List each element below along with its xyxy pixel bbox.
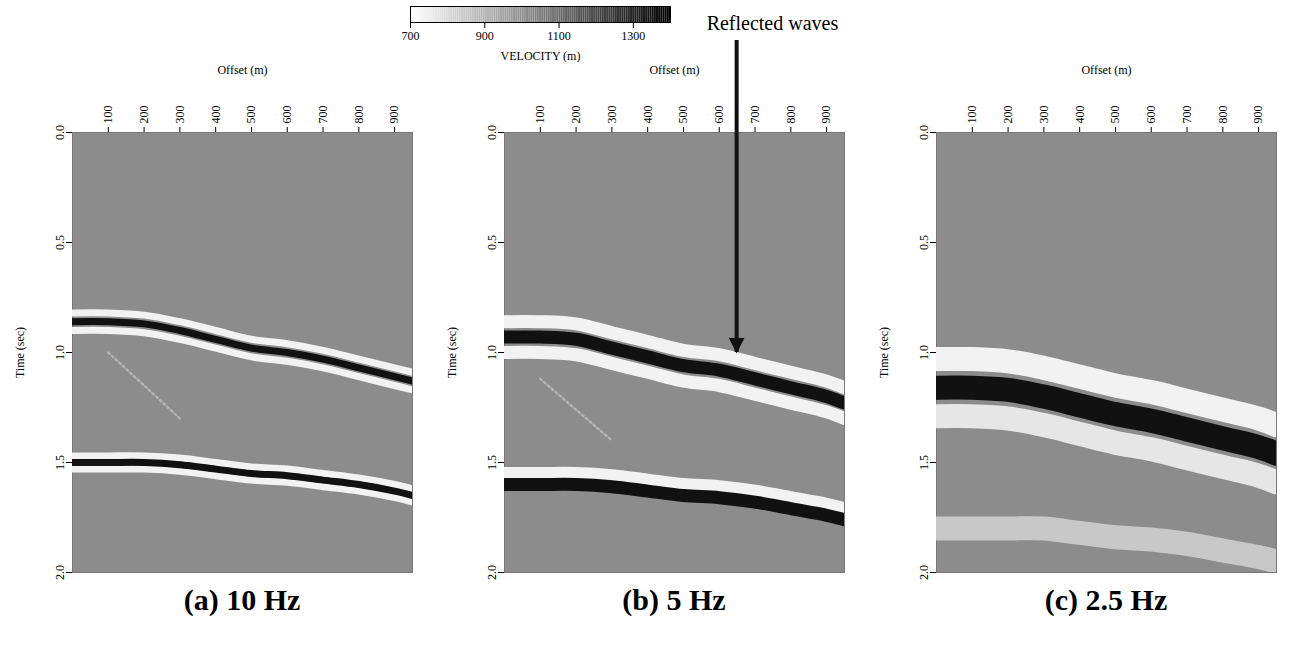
svg-text:500: 500: [676, 106, 690, 124]
svg-text:2.0: 2.0: [917, 565, 931, 580]
svg-text:100: 100: [101, 106, 115, 124]
svg-text:Time (sec): Time (sec): [445, 327, 459, 378]
svg-text:2.0: 2.0: [485, 565, 499, 580]
svg-text:500: 500: [1108, 106, 1122, 124]
svg-text:1.5: 1.5: [917, 455, 931, 470]
svg-text:400: 400: [208, 106, 222, 124]
svg-text:200: 200: [1001, 106, 1015, 124]
svg-text:300: 300: [1037, 106, 1051, 124]
svg-text:0.5: 0.5: [917, 235, 931, 250]
svg-text:0.5: 0.5: [53, 235, 67, 250]
svg-text:700: 700: [402, 29, 420, 43]
svg-text:900: 900: [476, 29, 494, 43]
svg-text:1.0: 1.0: [53, 345, 67, 360]
svg-text:600: 600: [1144, 106, 1158, 124]
svg-text:1100: 1100: [547, 29, 571, 43]
svg-text:1.5: 1.5: [485, 455, 499, 470]
svg-text:200: 200: [137, 106, 151, 124]
svg-text:400: 400: [640, 106, 654, 124]
svg-text:0.0: 0.0: [485, 125, 499, 140]
svg-text:200: 200: [569, 106, 583, 124]
svg-text:900: 900: [387, 106, 401, 124]
svg-text:1.0: 1.0: [485, 345, 499, 360]
svg-text:Time (sec): Time (sec): [877, 327, 891, 378]
html-text:(b) 5 Hz: (b) 5 Hz: [622, 583, 726, 616]
svg-text:500: 500: [244, 106, 258, 124]
svg-text:Offset (m): Offset (m): [1081, 63, 1131, 77]
svg-text:0.0: 0.0: [53, 125, 67, 140]
html-text:(c) 2.5 Hz: (c) 2.5 Hz: [1044, 583, 1168, 616]
html-text:(a) 10 Hz: (a) 10 Hz: [183, 583, 301, 616]
svg-text:700: 700: [316, 106, 330, 124]
svg-text:900: 900: [819, 106, 833, 124]
svg-text:VELOCITY (m): VELOCITY (m): [501, 49, 581, 63]
svg-text:800: 800: [1216, 106, 1230, 124]
svg-text:2.0: 2.0: [53, 565, 67, 580]
svg-text:400: 400: [1072, 106, 1086, 124]
svg-text:600: 600: [280, 106, 294, 124]
svg-text:Offset (m): Offset (m): [217, 63, 267, 77]
svg-text:800: 800: [352, 106, 366, 124]
svg-text:1.0: 1.0: [917, 345, 931, 360]
svg-text:300: 300: [173, 106, 187, 124]
svg-text:Offset (m): Offset (m): [649, 63, 699, 77]
svg-text:1.5: 1.5: [53, 455, 67, 470]
svg-text:Reflected waves: Reflected waves: [707, 12, 839, 34]
svg-text:600: 600: [712, 106, 726, 124]
svg-text:1300: 1300: [621, 29, 645, 43]
svg-text:0.0: 0.0: [917, 125, 931, 140]
svg-text:Time (sec): Time (sec): [13, 327, 27, 378]
svg-text:100: 100: [965, 106, 979, 124]
svg-text:900: 900: [1251, 106, 1265, 124]
svg-text:300: 300: [605, 106, 619, 124]
svg-text:800: 800: [784, 106, 798, 124]
svg-text:700: 700: [1180, 106, 1194, 124]
svg-text:100: 100: [533, 106, 547, 124]
svg-text:0.5: 0.5: [485, 235, 499, 250]
svg-text:700: 700: [748, 106, 762, 124]
